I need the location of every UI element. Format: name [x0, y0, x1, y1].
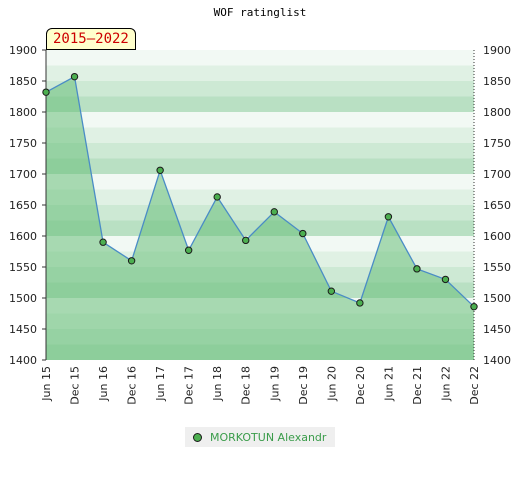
y-tick-label-right: 1500	[483, 292, 511, 305]
legend-marker	[193, 432, 202, 442]
y-tick-label-left: 1550	[9, 261, 37, 274]
data-point	[327, 287, 336, 295]
x-tick-label: Jun 16	[97, 366, 110, 402]
grid-band	[46, 143, 474, 159]
x-tick-labels: Jun 15 Dec 15 Jun 16 Dec 16 Jun 17 Dec 17 Jun …	[40, 366, 481, 405]
y-tick-label-left: 1500	[9, 292, 37, 305]
y-tick-label-left: 1750	[9, 137, 37, 150]
y-tick-label-left: 1650	[9, 199, 37, 212]
data-point	[99, 238, 107, 246]
y-tick-label-left: 1600	[9, 230, 37, 243]
x-tick-label: Dec 20	[354, 366, 367, 405]
data-point	[70, 72, 79, 81]
x-tick-label: Dec 16	[126, 366, 139, 405]
x-tick-label: Dec 18	[240, 366, 253, 405]
grid-band	[46, 112, 474, 128]
y-tick-labels-right: 1400 1450 1500 1550 1600 1650 1700 1750 1800 1850…	[483, 44, 511, 367]
grid-band	[46, 81, 474, 97]
grid-band	[46, 50, 474, 66]
x-tick-label: Dec 17	[183, 366, 196, 405]
series-line	[45, 75, 475, 308]
y-tick-label-right: 1600	[483, 230, 511, 243]
y-tick-label-right: 1550	[483, 261, 511, 274]
legend: MORKOTUN Alexandr	[185, 427, 335, 447]
y-tick-label-right: 1750	[483, 137, 511, 150]
grid-band	[46, 205, 474, 221]
x-tick-label: Jun 15	[40, 366, 53, 402]
y-tick-label-left: 1900	[9, 44, 37, 57]
x-tick-label: Jun 19	[268, 366, 281, 402]
series-area	[46, 76, 474, 360]
y-tick-label-left: 1700	[9, 168, 37, 181]
chart-title: WOF ratinglist	[213, 6, 307, 19]
x-tick-label: Jun 18	[211, 366, 224, 402]
y-tick-label-right: 1900	[483, 44, 511, 57]
y-tick-label-right: 1800	[483, 106, 511, 119]
y-tick-label-right: 1650	[483, 199, 511, 212]
legend-series-label: MORKOTUN Alexandr	[210, 430, 327, 444]
data-point	[356, 299, 364, 307]
x-tick-label: Dec 19	[297, 366, 310, 405]
data-point	[470, 302, 478, 311]
period-badge: 2015–2022	[46, 28, 136, 50]
area-fill	[45, 75, 475, 360]
data-point	[413, 265, 421, 273]
grid-band	[46, 96, 474, 112]
data-point	[184, 246, 193, 254]
x-tick-label: Dec 21	[411, 366, 424, 405]
grid-band	[46, 174, 474, 190]
y-tick-label-right: 1700	[483, 168, 511, 181]
y-tick-label-left: 1450	[9, 323, 37, 336]
x-tick-label: Jun 20	[325, 366, 338, 402]
data-points	[42, 72, 478, 311]
y-tick-label-right: 1400	[483, 354, 511, 367]
y-tick-label-left: 1400	[9, 354, 37, 367]
x-tick-label: Dec 15	[69, 366, 82, 405]
grid-band	[46, 158, 474, 174]
data-point	[242, 236, 250, 245]
grid-band	[46, 189, 474, 205]
x-tick-label: Dec 22	[468, 366, 481, 405]
grid-band	[46, 127, 474, 143]
data-point	[213, 193, 221, 201]
y-tick-label-right: 1450	[483, 323, 511, 336]
data-point	[42, 88, 50, 96]
data-point	[299, 229, 307, 238]
y-tick-label-left: 1850	[9, 75, 37, 88]
y-tick-label-left: 1800	[9, 106, 37, 119]
data-point	[384, 213, 393, 221]
y-tick-label-right: 1850	[483, 75, 511, 88]
grid-band	[46, 65, 474, 81]
data-point	[441, 275, 450, 284]
data-point	[127, 257, 136, 265]
x-tick-label: Jun 22	[439, 366, 452, 402]
x-tick-label: Jun 17	[154, 366, 167, 402]
y-tick-labels-left: 1400 1450 1500 1550 1600 1650 1700 1750 1800 1850…	[9, 44, 37, 367]
x-tick-label: Jun 21	[382, 366, 395, 402]
data-point	[270, 208, 278, 216]
data-point	[156, 166, 164, 174]
